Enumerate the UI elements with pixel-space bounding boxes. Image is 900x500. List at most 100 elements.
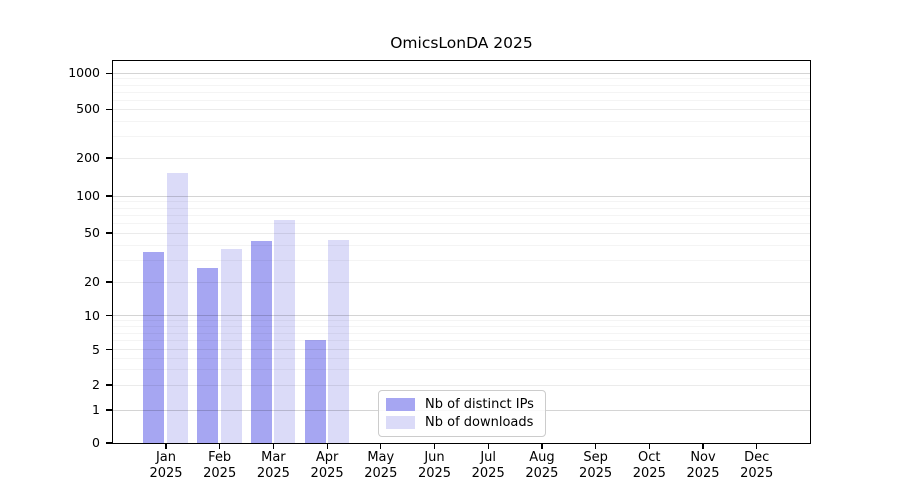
legend: Nb of distinct IPs Nb of downloads — [378, 390, 546, 437]
y-tick-1 — [105, 409, 113, 411]
x-tick-oct — [648, 443, 650, 450]
bar-feb-distinct-ips — [197, 267, 219, 443]
x-tick-label-apr: Apr 2025 — [310, 450, 344, 481]
y-tick-200 — [105, 157, 113, 159]
x-tick-label-oct: Oct 2025 — [632, 450, 666, 481]
x-tick-jun — [433, 443, 436, 450]
y-tick-50 — [105, 232, 113, 234]
x-tick-label-nov: Nov 2025 — [686, 450, 720, 481]
x-tick-label-jan: Jan 2025 — [149, 450, 183, 481]
y-tick-label-5: 5 — [92, 341, 100, 357]
x-tick-label-aug: Aug 2025 — [525, 450, 559, 481]
x-tick-year: 2025 — [310, 465, 344, 481]
plot-area — [111, 59, 811, 444]
y-tick-label-500: 500 — [76, 101, 100, 117]
gridline-5 — [112, 349, 810, 351]
x-tick-jan — [165, 443, 167, 450]
gridline-4 — [112, 357, 810, 359]
gridline-800 — [112, 84, 810, 86]
y-tick-label-0: 0 — [92, 435, 100, 450]
legend-swatch-distinct-ips — [386, 398, 415, 411]
gridline-90 — [112, 201, 810, 203]
y-tick-label-1: 1 — [92, 402, 100, 417]
gridline-8 — [112, 326, 810, 328]
y-tick-100 — [105, 195, 113, 197]
x-tick-year: 2025 — [149, 465, 183, 481]
x-tick-jul — [487, 443, 489, 450]
legend-item-distinct-ips: Nb of distinct IPs — [386, 397, 537, 412]
legend-label-distinct-ips: Nb of distinct IPs — [425, 397, 534, 412]
x-tick-nov — [702, 443, 704, 450]
x-tick-label-may: May 2025 — [364, 450, 398, 481]
x-tick-label-jul: Jul 2025 — [471, 450, 505, 481]
gridline-50 — [112, 232, 810, 234]
x-tick-year: 2025 — [471, 465, 505, 481]
x-tick-year: 2025 — [579, 465, 613, 481]
gridline-20 — [112, 281, 810, 283]
bar-mar-distinct-ips — [250, 240, 272, 443]
legend-label-downloads: Nb of downloads — [425, 415, 534, 430]
x-tick-dec — [756, 443, 758, 450]
gridline-2 — [112, 384, 810, 386]
x-tick-year: 2025 — [686, 465, 720, 481]
gridline-9 — [112, 320, 810, 322]
chart-title: OmicsLonDA 2025 — [390, 34, 533, 52]
gridline-40 — [112, 244, 810, 246]
x-tick-mar — [272, 443, 275, 450]
y-tick-label-2: 2 — [92, 377, 100, 392]
x-tick-label-feb: Feb 2025 — [203, 450, 237, 481]
bar-apr-downloads — [327, 239, 349, 443]
y-tick-label-10: 10 — [84, 307, 100, 323]
gridline-3 — [112, 368, 810, 370]
gridline-200 — [112, 157, 810, 159]
bar-jan-distinct-ips — [143, 251, 165, 443]
y-tick-label-200: 200 — [76, 150, 100, 165]
y-tick-2 — [105, 384, 113, 386]
x-tick-year: 2025 — [203, 465, 237, 481]
y-tick-label-20: 20 — [84, 274, 100, 289]
x-tick-label-dec: Dec 2025 — [740, 450, 774, 481]
gridline-300 — [112, 136, 810, 138]
bar-apr-distinct-ips — [304, 340, 326, 443]
bar-jan-downloads — [166, 173, 188, 443]
gridline-900 — [112, 78, 810, 80]
gridline-700 — [112, 91, 810, 93]
y-tick-label-100: 100 — [76, 188, 100, 203]
y-tick-label-50: 50 — [84, 225, 100, 240]
y-tick-0 — [105, 442, 113, 444]
x-tick-year: 2025 — [417, 465, 452, 481]
gridline-500 — [112, 108, 810, 110]
x-tick-sep — [595, 443, 597, 450]
gridline-80 — [112, 207, 810, 209]
gridline-10 — [112, 315, 810, 317]
x-tick-year: 2025 — [525, 465, 559, 481]
y-tick-5 — [105, 348, 113, 351]
x-tick-label-sep: Sep 2025 — [579, 450, 613, 481]
x-tick-aug — [541, 443, 543, 450]
legend-item-downloads: Nb of downloads — [386, 415, 537, 430]
gridline-70 — [112, 214, 810, 216]
x-tick-year: 2025 — [256, 465, 290, 481]
x-tick-label-mar: Mar 2025 — [256, 450, 290, 481]
x-tick-year: 2025 — [740, 465, 774, 481]
bar-mar-downloads — [274, 219, 296, 443]
gridline-7 — [112, 332, 810, 334]
x-tick-may — [380, 443, 382, 450]
gridline-1000 — [112, 72, 810, 74]
legend-swatch-downloads — [386, 416, 415, 429]
x-tick-feb — [219, 443, 221, 450]
x-tick-apr — [326, 443, 328, 450]
gridline-600 — [112, 99, 810, 101]
y-tick-10 — [105, 314, 113, 317]
y-tick-500 — [105, 108, 113, 110]
y-tick-1000 — [105, 72, 113, 74]
x-tick-year: 2025 — [632, 465, 666, 481]
y-tick-20 — [105, 281, 113, 283]
bar-feb-downloads — [220, 248, 242, 443]
gridline-100 — [112, 195, 810, 197]
x-tick-year: 2025 — [364, 465, 398, 481]
gridline-30 — [112, 260, 810, 261]
gridline-60 — [112, 222, 810, 224]
gridline-400 — [112, 120, 810, 122]
